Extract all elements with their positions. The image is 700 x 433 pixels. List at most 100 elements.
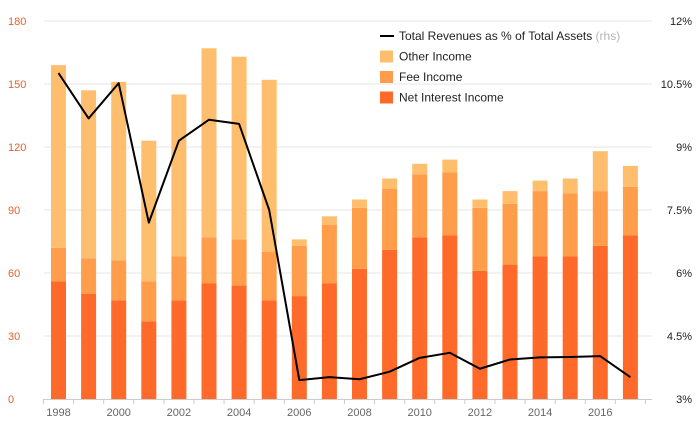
bar-other-income-2015 xyxy=(562,178,578,194)
y-right-tick-label: 6% xyxy=(676,268,692,280)
x-tick-label: 1998 xyxy=(46,407,70,419)
bar-fee-income-2010 xyxy=(412,174,428,238)
bar-other-income-2012 xyxy=(472,199,488,208)
bar-other-income-1999 xyxy=(81,90,97,259)
bar-net-interest-income-2002 xyxy=(171,300,187,399)
legend-item-net-interest-income: Net Interest Income xyxy=(380,91,504,105)
bar-net-interest-income-2003 xyxy=(201,283,217,399)
bar-net-interest-income-2007 xyxy=(321,283,337,399)
bar-other-income-2017 xyxy=(622,165,638,187)
bar-net-interest-income-2017 xyxy=(622,235,638,399)
y-left-tick-label: 90 xyxy=(8,205,20,217)
legend-item-other-income: Other Income xyxy=(380,50,472,64)
bar-other-income-2007 xyxy=(321,216,337,225)
bar-other-income-2011 xyxy=(442,159,458,173)
y-right-tick-label: 7.5% xyxy=(667,205,692,217)
ratio-line-path xyxy=(57,72,631,382)
x-tick-label: 2008 xyxy=(347,407,371,419)
y-left-tick-label: 120 xyxy=(8,142,26,154)
bar-other-income-2004 xyxy=(231,56,247,240)
bar-net-interest-income-2010 xyxy=(412,237,428,399)
bar-net-interest-income-2000 xyxy=(111,300,127,399)
x-tick-label: 2016 xyxy=(588,407,612,419)
bar-fee-income-2015 xyxy=(562,193,578,257)
bar-fee-income-2001 xyxy=(141,281,157,322)
bar-net-interest-income-2006 xyxy=(291,296,307,399)
bar-net-interest-income-2012 xyxy=(472,270,488,399)
bar-other-income-1998 xyxy=(51,65,66,248)
x-tick-label: 2000 xyxy=(106,407,130,419)
bar-fee-income-2014 xyxy=(532,191,548,257)
bar-other-income-2009 xyxy=(382,178,398,189)
legend-label: Net Interest Income xyxy=(399,91,504,105)
x-tick-label: 2006 xyxy=(287,407,311,419)
legend-label: Other Income xyxy=(399,50,472,64)
bar-net-interest-income-2009 xyxy=(382,249,398,399)
bar-fee-income-2011 xyxy=(442,172,458,236)
x-tick-label: 2004 xyxy=(227,407,251,419)
bar-net-interest-income-1999 xyxy=(81,294,97,399)
legend-label: Fee Income xyxy=(399,70,463,84)
gridlines xyxy=(44,20,652,337)
y-left-tick-label: 0 xyxy=(8,394,14,406)
x-tick-label: 2014 xyxy=(528,407,552,419)
bar-other-income-2002 xyxy=(171,94,187,257)
axes: 0 30 60 90 120 150 180 3% 4.5% 6% 7.5% 9% 10.5% 12% 19… xyxy=(8,16,692,419)
legend-box-swatch xyxy=(380,50,393,63)
bar-fee-income-2000 xyxy=(111,260,127,301)
bar-fee-income-2013 xyxy=(502,203,518,265)
legend: Total Revenues as % of Total Assets (rhs… xyxy=(380,29,620,105)
bar-fee-income-2012 xyxy=(472,207,488,271)
bar-fee-income-2008 xyxy=(352,207,367,269)
bar-other-income-2013 xyxy=(502,191,518,204)
x-tick-label: 2002 xyxy=(167,407,191,419)
bar-fee-income-1999 xyxy=(81,258,97,294)
bar-fee-income-2002 xyxy=(171,256,187,301)
legend-label: Total Revenues as % of Total Assets (rhs… xyxy=(399,29,620,43)
bar-net-interest-income-2008 xyxy=(352,268,367,399)
bar-other-income-2016 xyxy=(592,151,608,192)
bar-net-interest-income-2013 xyxy=(502,264,518,399)
legend-box-swatch xyxy=(380,91,393,104)
y-left-tick-label: 60 xyxy=(8,268,20,280)
bar-fee-income-2007 xyxy=(321,224,337,284)
y-right-tick-label: 3% xyxy=(676,394,692,406)
bar-net-interest-income-2016 xyxy=(592,245,608,399)
bar-fee-income-2017 xyxy=(622,186,638,236)
bar-other-income-2000 xyxy=(111,81,127,261)
bar-fee-income-2004 xyxy=(231,239,247,286)
bar-fee-income-2006 xyxy=(291,245,307,297)
bar-net-interest-income-2004 xyxy=(231,285,247,399)
bar-other-income-2014 xyxy=(532,180,548,192)
bar-net-interest-income-2001 xyxy=(141,321,157,399)
bar-other-income-2010 xyxy=(412,163,428,175)
bar-other-income-2006 xyxy=(291,239,307,246)
bar-net-interest-income-1998 xyxy=(51,281,66,399)
y-left-tick-label: 150 xyxy=(8,79,26,91)
bars xyxy=(51,48,638,399)
bar-other-income-2001 xyxy=(141,140,157,282)
legend-item-total-revenues-as-of-total-assets: Total Revenues as % of Total Assets (rhs… xyxy=(380,29,620,43)
bar-net-interest-income-2005 xyxy=(261,300,277,399)
bar-net-interest-income-2015 xyxy=(562,256,578,399)
y-left-tick-label: 180 xyxy=(8,16,26,28)
bar-other-income-2008 xyxy=(352,199,367,208)
y-right-tick-label: 10.5% xyxy=(661,79,692,91)
bar-fee-income-2003 xyxy=(201,237,217,284)
bar-other-income-2005 xyxy=(261,79,277,252)
y-right-tick-label: 12% xyxy=(670,16,692,28)
legend-note: (rhs) xyxy=(592,29,620,43)
x-tick-label: 2012 xyxy=(468,407,492,419)
legend-item-fee-income: Fee Income xyxy=(380,70,463,84)
bar-fee-income-2009 xyxy=(382,189,398,250)
y-right-tick-label: 9% xyxy=(676,142,692,154)
bar-fee-income-2005 xyxy=(261,252,277,301)
bar-fee-income-1998 xyxy=(51,247,66,282)
ratio-line xyxy=(57,72,631,382)
y-right-tick-label: 4.5% xyxy=(667,331,692,343)
bar-net-interest-income-2011 xyxy=(442,235,458,399)
y-left-tick-label: 30 xyxy=(8,331,20,343)
legend-box-swatch xyxy=(380,71,393,83)
